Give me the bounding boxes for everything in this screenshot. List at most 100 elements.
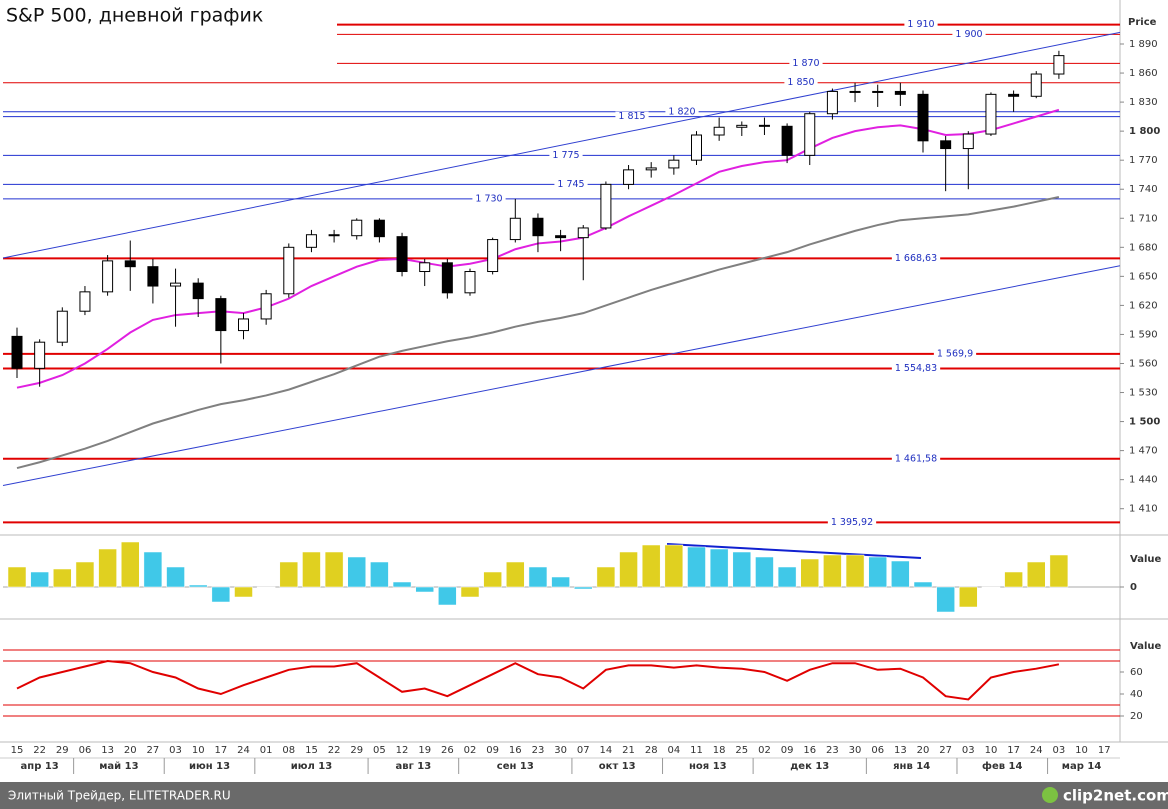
histogram-bar: [777, 566, 797, 588]
histogram-bar: [891, 560, 910, 588]
x-tick-label: 27: [939, 745, 952, 756]
y-tick-label: 1 620: [1129, 300, 1158, 311]
y-tick-label: 1 800: [1129, 126, 1160, 137]
candle-body: [532, 217, 544, 237]
level-label-bg: [952, 29, 986, 40]
histogram-bar: [528, 566, 548, 588]
histogram-bar: [30, 571, 49, 588]
histogram-bar: [755, 556, 774, 588]
x-tick-label: 02: [464, 745, 477, 756]
x-tick-label: 23: [532, 745, 545, 756]
candle-body: [56, 310, 68, 343]
histogram-bar: [347, 556, 366, 588]
histogram-bar: [392, 581, 412, 588]
y-tick-label: 1 860: [1129, 68, 1158, 79]
level-label-bg: [891, 363, 941, 374]
x-tick-label: 29: [350, 745, 363, 756]
month-label: апр 13: [21, 761, 59, 772]
y-axis-label: Value: [1130, 641, 1161, 652]
x-tick-label: 03: [962, 745, 975, 756]
watermark: clip2net.com: [1063, 787, 1168, 805]
candle-body: [441, 262, 453, 294]
x-tick-label: 22: [33, 745, 46, 756]
histogram-bar: [551, 576, 570, 588]
candle-body: [1030, 73, 1042, 97]
y-tick-label: 0: [1130, 582, 1137, 593]
candle-body: [691, 134, 702, 161]
histogram-bar: [75, 561, 95, 588]
candle-body: [192, 282, 204, 300]
trend-line: [2, 265, 1121, 486]
histogram-bar: [596, 566, 616, 588]
histogram-bar: [1004, 571, 1023, 588]
x-tick-label: 09: [486, 745, 499, 756]
level-label-bg: [784, 77, 818, 88]
candle-body: [305, 234, 317, 248]
y-tick-label: 20: [1130, 711, 1143, 722]
x-tick-label: 30: [554, 745, 567, 756]
x-tick-label: 13: [894, 745, 907, 756]
candle-body: [373, 219, 385, 238]
x-tick-label: 06: [871, 745, 884, 756]
x-tick-label: 10: [192, 745, 205, 756]
moving-average: [16, 195, 1060, 470]
y-tick-label: 60: [1130, 667, 1143, 678]
candle-body: [894, 90, 906, 95]
level-label: 1 820: [668, 106, 695, 117]
y-tick-label: 1 440: [1129, 475, 1158, 486]
y-tick-label: 1 830: [1129, 97, 1158, 108]
x-tick-label: 20: [917, 745, 930, 756]
candle-body: [102, 260, 114, 293]
candle-body: [623, 169, 635, 185]
y-tick-label: 1 470: [1129, 446, 1158, 457]
month-label: окт 13: [599, 761, 636, 772]
level-label: 1 910: [907, 19, 934, 30]
x-tick-label: 28: [645, 745, 658, 756]
candle-body: [487, 239, 499, 273]
y-tick-label: 1 500: [1129, 417, 1160, 428]
histogram-bar: [732, 551, 752, 588]
candle-body: [645, 167, 657, 171]
chart-title: S&P 500, дневной график: [6, 5, 263, 27]
histogram-bar: [211, 586, 231, 603]
level-label-bg: [904, 19, 938, 30]
candle-body: [170, 282, 182, 287]
level-label: 1 815: [618, 111, 645, 122]
candle-body: [781, 125, 793, 156]
y-tick-label: 40: [1130, 689, 1143, 700]
level-label: 1 775: [552, 150, 579, 161]
candle-body: [940, 140, 952, 150]
month-label: июл 13: [291, 761, 332, 772]
level-label-bg: [891, 453, 941, 464]
histogram-bar: [166, 566, 185, 588]
candle-body: [917, 93, 929, 142]
histogram-bar: [324, 551, 344, 588]
histogram-bar: [709, 548, 729, 588]
histogram-bar: [415, 586, 434, 593]
month-label: сен 13: [497, 761, 534, 772]
month-label: дек 13: [790, 761, 829, 772]
x-tick-label: 13: [101, 745, 114, 756]
histogram-bar: [664, 544, 684, 588]
histogram-bar: [279, 561, 299, 588]
candle-body: [34, 341, 46, 369]
candle-body: [419, 262, 431, 273]
candle-body: [396, 236, 408, 273]
histogram-bar: [506, 561, 525, 588]
level-label-bg: [891, 253, 941, 264]
footer-bar: [0, 782, 1168, 809]
candle-body: [577, 227, 589, 239]
histogram-bar: [913, 581, 933, 588]
x-tick-label: 27: [147, 745, 160, 756]
histogram-bar: [438, 586, 457, 606]
x-tick-label: 10: [1075, 745, 1088, 756]
x-tick-label: 18: [713, 745, 726, 756]
histogram-bar: [936, 586, 955, 613]
histogram-bar: [370, 561, 389, 588]
x-tick-label: 17: [1007, 745, 1020, 756]
x-tick-label: 17: [1098, 745, 1111, 756]
candle-body: [260, 293, 272, 320]
x-tick-label: 15: [11, 745, 24, 756]
candle-body: [464, 271, 476, 294]
x-tick-label: 07: [577, 745, 590, 756]
